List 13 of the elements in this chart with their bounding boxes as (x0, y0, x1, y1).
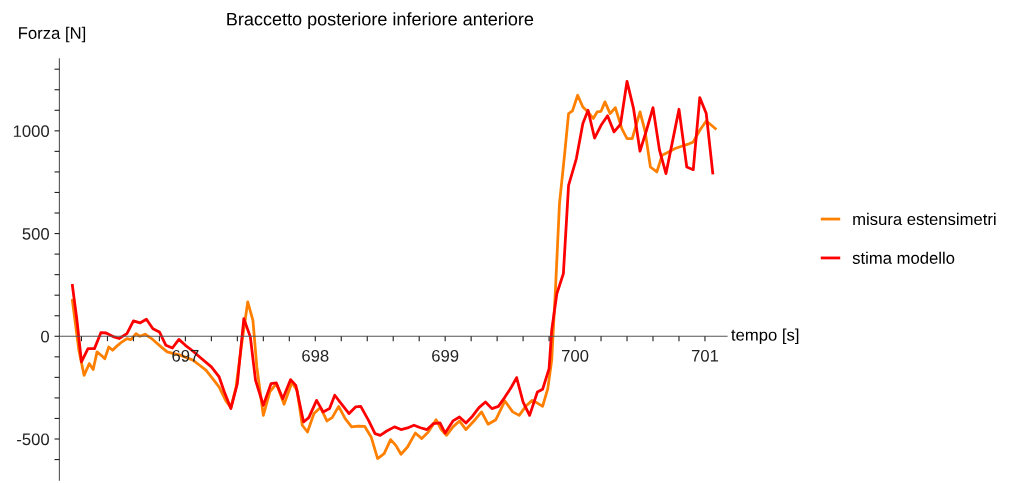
y-tick-label: 0 (41, 330, 50, 343)
chart-title: Braccetto posteriore inferiore anteriore (227, 12, 534, 30)
x-tick-label: 701 (691, 349, 719, 362)
y-tick-label: -500 (17, 433, 50, 446)
x-tick-label: 700 (562, 349, 589, 362)
x-tick-label: 698 (302, 349, 329, 362)
legend-label: stima modello (852, 251, 955, 264)
y-tick-label: 1000 (13, 125, 50, 138)
y-tick-label: 500 (22, 227, 50, 240)
x-tick-label: 699 (432, 349, 459, 362)
legend-label: misura estensimetri (853, 212, 996, 226)
y-axis-title: Forza [N] (19, 26, 86, 43)
x-axis-title: tempo [s] (731, 328, 799, 345)
